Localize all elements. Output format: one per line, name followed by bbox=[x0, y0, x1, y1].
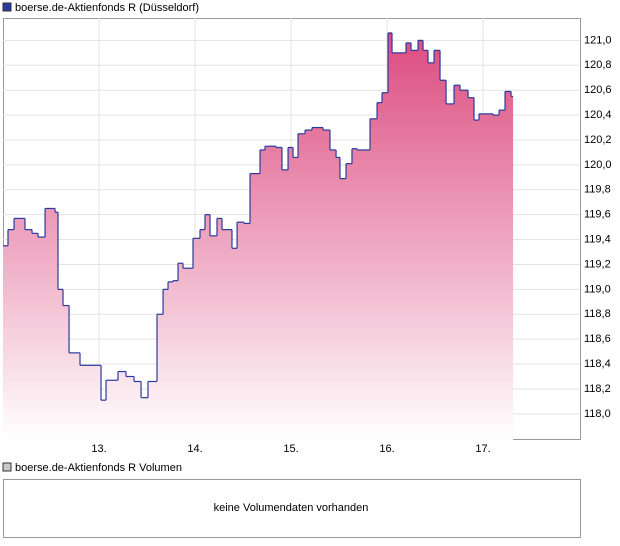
y-tick-label: 118,2 bbox=[584, 383, 611, 395]
x-tick-label: 17. bbox=[475, 443, 490, 455]
y-tick-label: 119,0 bbox=[584, 283, 611, 295]
area-fill bbox=[3, 32, 514, 441]
x-tick-label: 16. bbox=[379, 443, 394, 455]
x-tick-label: 15. bbox=[283, 443, 298, 455]
y-tick-label: 119,8 bbox=[584, 184, 611, 196]
y-tick-label: 119,2 bbox=[584, 258, 611, 270]
y-tick-label: 120,2 bbox=[584, 134, 612, 146]
y-tick-label: 121,0 bbox=[584, 34, 612, 46]
y-tick-label: 119,4 bbox=[584, 233, 611, 245]
y-tick-label: 119,6 bbox=[584, 209, 611, 221]
y-tick-label: 118,4 bbox=[584, 358, 611, 370]
empty-message: keine Volumendaten vorhanden bbox=[214, 502, 369, 514]
y-tick-label: 118,8 bbox=[584, 308, 611, 320]
y-tick-label: 118,6 bbox=[584, 333, 611, 345]
y-tick-label: 120,6 bbox=[584, 84, 612, 96]
y-tick-label: 120,0 bbox=[584, 159, 612, 171]
x-tick-label: 13. bbox=[91, 443, 106, 455]
y-tick-label: 118,0 bbox=[584, 408, 611, 420]
y-tick-label: 120,8 bbox=[584, 59, 612, 71]
legend-swatch bbox=[2, 2, 12, 12]
legend-swatch bbox=[2, 462, 12, 472]
x-tick-label: 14. bbox=[187, 443, 202, 455]
volume-frame bbox=[3, 479, 581, 538]
legend-label: boerse.de-Aktienfonds R Volumen bbox=[15, 462, 182, 474]
y-tick-label: 120,4 bbox=[584, 109, 612, 121]
legend-label: boerse.de-Aktienfonds R (Düsseldorf) bbox=[15, 2, 199, 14]
